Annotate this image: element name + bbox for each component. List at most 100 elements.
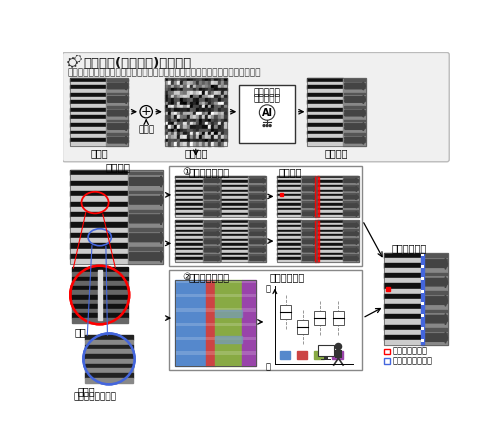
Bar bbox=[202, 142, 205, 146]
Bar bbox=[165, 108, 168, 112]
Bar bbox=[214, 323, 242, 326]
Bar bbox=[168, 81, 171, 85]
Bar bbox=[249, 242, 265, 243]
Bar bbox=[180, 85, 184, 88]
Bar bbox=[168, 125, 171, 128]
Polygon shape bbox=[130, 232, 163, 243]
Bar bbox=[190, 139, 192, 142]
Bar bbox=[70, 222, 128, 228]
Bar bbox=[344, 225, 358, 226]
Bar bbox=[316, 255, 342, 257]
Bar bbox=[277, 206, 301, 208]
Bar bbox=[70, 243, 128, 249]
Bar bbox=[177, 132, 180, 135]
Text: 非欠陥: 非欠陥 bbox=[78, 386, 96, 396]
Bar bbox=[242, 351, 256, 355]
Bar bbox=[302, 185, 315, 186]
Bar bbox=[214, 88, 218, 91]
Polygon shape bbox=[303, 223, 316, 228]
Bar bbox=[220, 260, 248, 262]
Bar bbox=[196, 91, 199, 95]
Polygon shape bbox=[204, 256, 220, 261]
Bar bbox=[298, 320, 308, 334]
Bar bbox=[318, 345, 334, 356]
Bar bbox=[165, 105, 168, 108]
Bar bbox=[344, 238, 358, 239]
Polygon shape bbox=[344, 195, 358, 200]
Bar bbox=[224, 142, 227, 146]
Bar bbox=[186, 108, 190, 112]
Bar bbox=[205, 139, 208, 142]
Bar bbox=[218, 132, 220, 135]
Bar bbox=[199, 135, 202, 139]
Bar bbox=[128, 252, 162, 254]
Bar bbox=[186, 105, 190, 108]
Bar bbox=[218, 81, 220, 85]
Bar bbox=[214, 309, 242, 312]
Bar bbox=[196, 122, 199, 125]
Bar bbox=[344, 250, 358, 251]
Bar bbox=[171, 118, 174, 122]
Polygon shape bbox=[424, 258, 448, 269]
Bar bbox=[277, 183, 301, 185]
Circle shape bbox=[263, 125, 265, 127]
Text: 高: 高 bbox=[266, 284, 270, 293]
Bar bbox=[277, 199, 301, 201]
Text: 入力画像: 入力画像 bbox=[106, 162, 131, 172]
Bar bbox=[220, 203, 248, 206]
Bar bbox=[214, 139, 218, 142]
Bar bbox=[422, 253, 424, 345]
Bar bbox=[70, 93, 106, 97]
Bar bbox=[220, 118, 224, 122]
Bar bbox=[384, 288, 422, 294]
Bar bbox=[72, 309, 128, 313]
Text: ノイズ: ノイズ bbox=[138, 125, 154, 135]
Bar bbox=[212, 122, 214, 125]
Polygon shape bbox=[424, 277, 448, 288]
Bar bbox=[316, 241, 342, 243]
Bar bbox=[199, 115, 202, 118]
Bar bbox=[175, 227, 203, 229]
Bar bbox=[190, 112, 192, 115]
Bar bbox=[175, 206, 203, 208]
Bar bbox=[196, 105, 199, 108]
Bar bbox=[212, 105, 214, 108]
Bar bbox=[208, 122, 212, 125]
Bar bbox=[168, 139, 171, 142]
Bar bbox=[344, 133, 365, 135]
Bar bbox=[384, 314, 422, 319]
Bar bbox=[186, 98, 190, 101]
Bar bbox=[206, 323, 214, 326]
Bar bbox=[171, 139, 174, 142]
Bar bbox=[165, 88, 168, 91]
Bar bbox=[208, 115, 212, 118]
Bar bbox=[180, 115, 184, 118]
Bar bbox=[107, 93, 128, 94]
Bar bbox=[190, 142, 192, 146]
Bar bbox=[186, 115, 190, 118]
Bar bbox=[224, 128, 227, 132]
Bar bbox=[249, 214, 265, 215]
Bar bbox=[180, 122, 184, 125]
Bar bbox=[184, 115, 186, 118]
Bar bbox=[423, 296, 447, 298]
Bar bbox=[175, 246, 203, 248]
Bar bbox=[220, 112, 224, 115]
Bar bbox=[192, 105, 196, 108]
Bar bbox=[316, 248, 342, 250]
Bar bbox=[384, 258, 422, 263]
Bar bbox=[190, 115, 192, 118]
Bar bbox=[308, 82, 344, 85]
Bar bbox=[175, 280, 206, 283]
Bar bbox=[199, 132, 202, 135]
Bar bbox=[202, 125, 205, 128]
Bar bbox=[316, 257, 342, 260]
Polygon shape bbox=[108, 109, 128, 117]
Bar bbox=[192, 88, 196, 91]
Bar bbox=[422, 253, 448, 345]
Bar bbox=[128, 177, 162, 179]
Bar bbox=[165, 81, 168, 85]
Bar bbox=[204, 246, 219, 247]
Bar bbox=[168, 132, 171, 135]
Bar bbox=[128, 172, 162, 174]
